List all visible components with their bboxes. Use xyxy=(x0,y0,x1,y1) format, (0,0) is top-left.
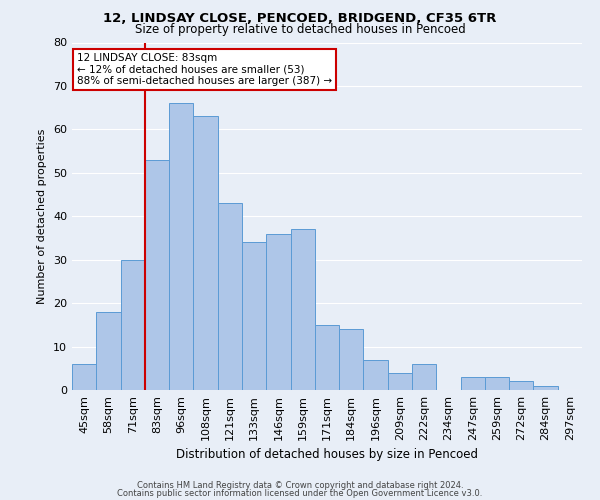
Bar xyxy=(339,329,364,390)
Bar xyxy=(290,230,315,390)
Bar xyxy=(193,116,218,390)
Bar xyxy=(485,377,509,390)
Text: Contains public sector information licensed under the Open Government Licence v3: Contains public sector information licen… xyxy=(118,488,482,498)
Bar xyxy=(388,372,412,390)
Bar xyxy=(509,382,533,390)
Bar xyxy=(121,260,145,390)
Y-axis label: Number of detached properties: Number of detached properties xyxy=(37,128,47,304)
Bar xyxy=(266,234,290,390)
Bar xyxy=(412,364,436,390)
Bar xyxy=(96,312,121,390)
Bar xyxy=(364,360,388,390)
Text: 12 LINDSAY CLOSE: 83sqm
← 12% of detached houses are smaller (53)
88% of semi-de: 12 LINDSAY CLOSE: 83sqm ← 12% of detache… xyxy=(77,53,332,86)
Text: Contains HM Land Registry data © Crown copyright and database right 2024.: Contains HM Land Registry data © Crown c… xyxy=(137,481,463,490)
X-axis label: Distribution of detached houses by size in Pencoed: Distribution of detached houses by size … xyxy=(176,448,478,462)
Bar xyxy=(461,377,485,390)
Bar xyxy=(218,203,242,390)
Bar xyxy=(169,104,193,390)
Bar xyxy=(533,386,558,390)
Bar xyxy=(242,242,266,390)
Bar xyxy=(72,364,96,390)
Text: 12, LINDSAY CLOSE, PENCOED, BRIDGEND, CF35 6TR: 12, LINDSAY CLOSE, PENCOED, BRIDGEND, CF… xyxy=(103,12,497,26)
Bar xyxy=(145,160,169,390)
Text: Size of property relative to detached houses in Pencoed: Size of property relative to detached ho… xyxy=(134,22,466,36)
Bar xyxy=(315,325,339,390)
